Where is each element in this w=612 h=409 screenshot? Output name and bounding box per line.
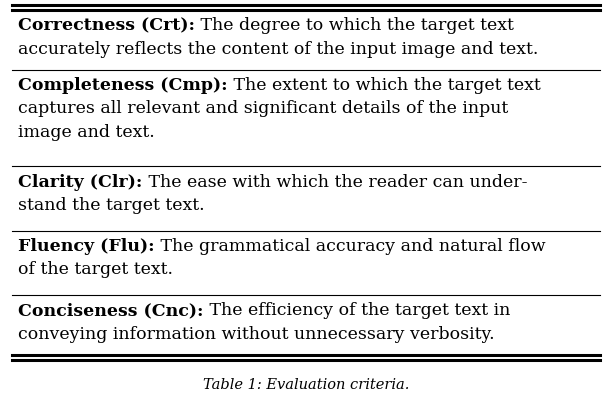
Text: captures all relevant and significant details of the input: captures all relevant and significant de… (18, 100, 509, 117)
Text: Completeness (Cmp):: Completeness (Cmp): (18, 76, 228, 94)
Text: The efficiency of the target text in: The efficiency of the target text in (204, 302, 510, 319)
Text: image and text.: image and text. (18, 124, 155, 140)
Text: The degree to which the target text: The degree to which the target text (195, 17, 514, 34)
Text: conveying information without unnecessary verbosity.: conveying information without unnecessar… (18, 325, 495, 342)
Text: The extent to which the target text: The extent to which the target text (228, 76, 541, 94)
Text: stand the target text.: stand the target text. (18, 196, 205, 213)
Text: Fluency (Flu):: Fluency (Flu): (18, 237, 155, 254)
Text: The ease with which the reader can under-: The ease with which the reader can under… (143, 173, 527, 190)
Text: Correctness (Crt):: Correctness (Crt): (18, 17, 195, 34)
Text: Table 1: Evaluation criteria.: Table 1: Evaluation criteria. (203, 378, 409, 391)
Text: The grammatical accuracy and natural flow: The grammatical accuracy and natural flo… (155, 237, 546, 254)
Text: Conciseness (Cnc):: Conciseness (Cnc): (18, 302, 204, 319)
Text: accurately reflects the content of the input image and text.: accurately reflects the content of the i… (18, 40, 539, 58)
Text: Clarity (Clr):: Clarity (Clr): (18, 173, 143, 190)
Text: of the target text.: of the target text. (18, 261, 173, 278)
